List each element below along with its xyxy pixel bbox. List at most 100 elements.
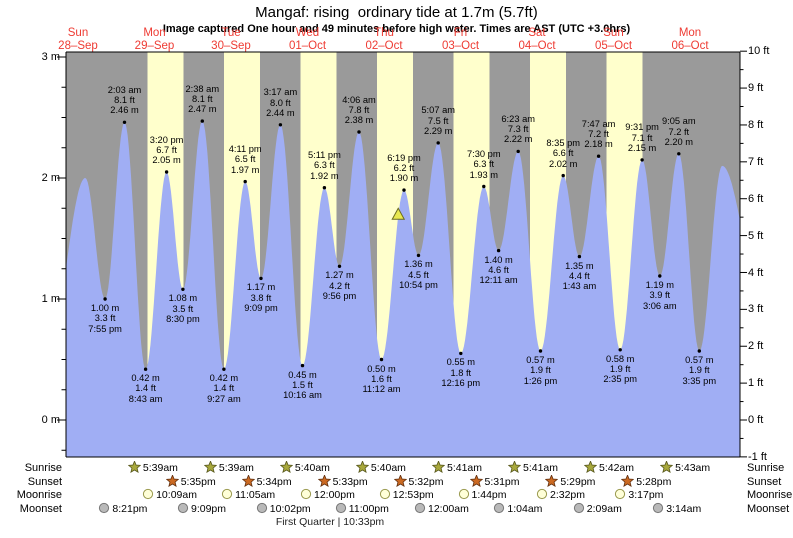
day-date: 30–Sep — [211, 39, 251, 52]
tide-label-line: 1.9 ft — [688, 365, 710, 376]
tide-label-line: 7.2 ft — [668, 126, 690, 137]
low-tide-label: 0.55 m 1.8 ft 12:16 pm — [433, 357, 489, 388]
low-tide-dot — [143, 367, 148, 371]
y-axis-label-ft: 3 ft — [748, 303, 764, 316]
y-axis-label-ft: 5 ft — [748, 229, 764, 242]
day-name: Sun — [603, 27, 624, 39]
page-subtitle: Image captured One hour and 49 minutes b… — [162, 23, 631, 35]
tide-label-line: 10:54 pm — [399, 279, 438, 290]
low-tide-dot — [658, 274, 662, 278]
tide-label-line: 8.0 ft — [270, 97, 291, 108]
y-axis-label-ft: 1 ft — [748, 377, 764, 390]
sunset-star-icon — [545, 473, 559, 491]
moonrise-entry: 12:53pm — [379, 488, 434, 502]
tide-label-line: 9:31 pm — [625, 122, 659, 133]
sunrise-entry: 5:40am — [279, 459, 330, 477]
tide-label-line: 9:27 am — [207, 393, 241, 404]
day-date: 06–Oct — [671, 39, 709, 52]
high-tide-dot — [243, 179, 247, 184]
tide-label-line: 2:03 am — [107, 84, 142, 95]
sunrise-star-icon — [203, 459, 218, 477]
high-tide-label: 2:03 am 8.1 ft 2.46 m — [97, 85, 153, 116]
high-tide-label: 8:35 pm 6.6 ft 2.02 m — [535, 138, 591, 169]
moonset-time: 12:00am — [428, 503, 469, 515]
tide-label-line: 10:16 am — [283, 390, 322, 401]
moonrise-time: 1:44pm — [471, 489, 507, 501]
day-date: 01–Oct — [288, 39, 327, 52]
moonrise-time: 12:53pm — [392, 489, 434, 501]
day-label: Mon 06–Oct — [658, 27, 722, 52]
tide-label-line: 2.22 m — [503, 134, 533, 145]
high-tide-label: 5:07 am 7.5 ft 2.29 m — [410, 105, 466, 136]
day-name: Wed — [295, 27, 320, 39]
sunset-time: 5:34pm — [256, 476, 292, 488]
moonrise-time: 2:32pm — [550, 489, 586, 501]
tide-label-line: 7.2 ft — [588, 128, 609, 139]
tide-label-line: 1.8 ft — [450, 367, 472, 378]
sunset-entry: 5:28pm — [620, 473, 671, 491]
high-tide-dot — [322, 186, 327, 190]
sunrise-row-label-right: Sunrise — [747, 462, 785, 474]
sunrise-entry: 5:39am — [203, 459, 254, 477]
high-tide-label: 6:23 am 7.3 ft 2.22 m — [490, 114, 546, 145]
tide-label-line: 4:11 pm — [228, 144, 262, 155]
low-tide-label: 0.57 m 1.9 ft 3:35 pm — [671, 355, 727, 386]
low-tide-label: 1.35 m 4.4 ft 1:43 am — [551, 261, 607, 292]
day-name: Sat — [528, 27, 546, 39]
y-axis-label-m: 1 m — [41, 293, 60, 305]
tide-label-line: 0.45 m — [288, 369, 317, 380]
sunrise-entry: 5:41am — [507, 459, 558, 475]
tide-label-line: 1.97 m — [230, 164, 260, 175]
sunset-time: 5:31pm — [484, 476, 520, 488]
tide-label-line: 6.5 ft — [234, 154, 256, 165]
tide-label-line: 0.42 m — [209, 373, 239, 384]
sunset-row-label-left: Sunset — [27, 476, 62, 488]
moonset-entry: 10:02pm — [256, 502, 311, 516]
sunset-entry: 5:34pm — [241, 473, 292, 489]
moonset-time: 2:09am — [586, 503, 622, 515]
tide-label-line: 0.42 m — [131, 373, 160, 384]
tide-label-line: 6:23 am — [501, 113, 535, 124]
tide-label-line: 1.92 m — [310, 170, 339, 181]
sunrise-entry: 5:41am — [431, 459, 483, 477]
tide-label-line: 6.3 ft — [314, 160, 335, 171]
tide-label-line: 6.6 ft — [552, 148, 574, 159]
sunrise-entry: 5:40am — [355, 459, 406, 475]
low-tide-dot — [459, 351, 463, 356]
sunrise-time: 5:41am — [447, 462, 483, 474]
day-date: 02–Oct — [365, 39, 403, 52]
tide-label-line: 4.2 ft — [329, 280, 350, 291]
tide-label-line: 1.93 m — [469, 169, 498, 180]
low-tide-label: 1.19 m 3.9 ft 3:06 am — [632, 280, 688, 311]
moonrise-circle-icon — [142, 488, 154, 504]
sunset-star-icon — [620, 473, 635, 491]
tide-label-line: 1.40 m — [484, 254, 513, 265]
moonset-entry: 1:04am — [493, 502, 542, 516]
sunrise-time: 5:39am — [142, 462, 178, 474]
tide-label-line: 0.57 m — [526, 355, 555, 365]
moonset-circle-icon — [573, 502, 585, 518]
sunrise-star-icon — [431, 459, 446, 477]
tide-label-line: 6.2 ft — [393, 162, 415, 173]
tide-label-line: 4:06 am — [342, 94, 376, 105]
moonset-entry: 3:14am — [652, 502, 701, 516]
low-tide-dot — [181, 287, 185, 291]
page-title: Mangaf: rising ordinary tide at 1.7m (5.… — [255, 4, 538, 21]
sunset-entry: 5:29pm — [545, 473, 595, 491]
moonset-circle-icon — [335, 502, 347, 518]
low-tide-label: 0.42 m 1.4 ft 9:27 am — [196, 373, 252, 404]
sunset-star-icon — [469, 473, 483, 491]
high-tide-label: 7:47 am 7.2 ft 2.18 m — [571, 119, 627, 150]
low-tide-label: 1.00 m 3.3 ft 7:55 pm — [77, 303, 133, 334]
high-tide-dot — [596, 154, 601, 158]
tide-label-line: 1.27 m — [325, 270, 354, 281]
sunrise-star-icon — [279, 459, 294, 477]
tide-label-line: 7:30 pm — [467, 149, 501, 159]
high-tide-label: 3:17 am 8.0 ft 2.44 m — [252, 87, 308, 118]
day-name: Mon — [678, 27, 702, 39]
low-tide-dot — [618, 348, 622, 352]
low-tide-dot — [379, 357, 384, 362]
tide-label-line: 7:47 am — [581, 118, 616, 129]
tide-label-line: 0.58 m — [605, 353, 635, 364]
